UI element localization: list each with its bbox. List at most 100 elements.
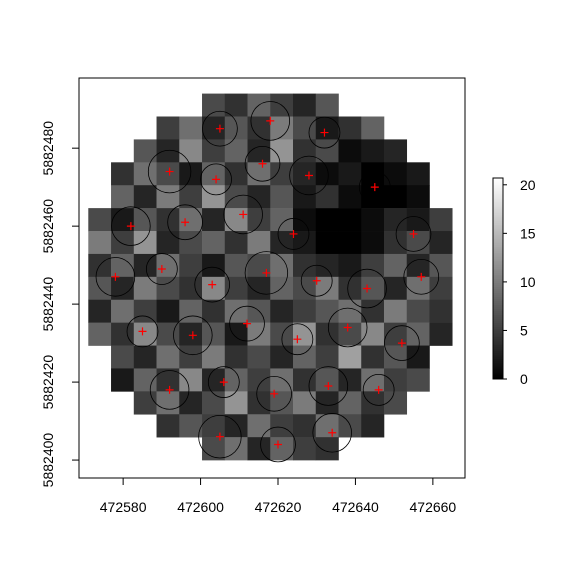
colorbar-tick-label: 0 xyxy=(520,371,528,387)
colorbar-step xyxy=(493,308,503,312)
colorbar-step xyxy=(493,352,503,356)
colorbar-step xyxy=(493,254,503,257)
tree-top xyxy=(274,440,283,449)
colorbar-step xyxy=(493,186,503,189)
raster-cell xyxy=(315,231,339,255)
raster-cell xyxy=(179,345,203,369)
colorbar-step xyxy=(493,194,503,197)
colorbar-step xyxy=(493,278,503,282)
colorbar-step xyxy=(493,358,503,362)
tree-top xyxy=(138,327,147,336)
colorbar-step xyxy=(493,342,503,346)
raster-cell xyxy=(315,276,339,301)
tree-crown xyxy=(202,110,238,147)
raster-cell xyxy=(202,116,226,140)
raster-cell xyxy=(383,345,408,369)
raster-cell xyxy=(133,253,157,278)
tree-crown xyxy=(281,323,314,356)
raster-cell xyxy=(247,208,271,232)
tree-top xyxy=(328,428,337,437)
raster-cell xyxy=(202,299,226,323)
colorbar-step xyxy=(493,344,503,348)
tree-crown xyxy=(126,315,159,348)
colorbar-step xyxy=(493,244,503,247)
raster-cell xyxy=(361,345,385,369)
raster-cell xyxy=(156,185,180,209)
colorbar-step xyxy=(493,356,503,360)
tree-crown xyxy=(260,426,296,463)
raster-cell xyxy=(293,391,317,415)
raster-cell xyxy=(361,322,385,346)
raster-cell xyxy=(361,276,385,301)
raster-cell xyxy=(383,208,408,232)
colorbar-step xyxy=(493,250,503,253)
colorbar-step xyxy=(493,188,503,191)
tree-top xyxy=(239,210,248,219)
colorbar-step xyxy=(493,364,503,368)
raster-cell xyxy=(406,345,430,369)
raster-cell xyxy=(361,116,385,140)
raster-cell xyxy=(202,253,226,278)
raster-cell xyxy=(338,185,362,209)
tree-top xyxy=(417,272,426,281)
raster-cell xyxy=(111,299,135,323)
colorbar-step xyxy=(493,298,503,302)
y-tick-label: 5882460 xyxy=(40,199,56,254)
tree-top xyxy=(304,171,313,180)
colorbar-step xyxy=(493,240,503,243)
raster-cell xyxy=(202,345,226,369)
colorbar-step xyxy=(493,334,503,338)
raster-cell xyxy=(224,414,248,438)
colorbar-step xyxy=(493,264,503,267)
raster-cell xyxy=(202,208,226,232)
raster-cell xyxy=(156,368,180,392)
colorbar-step xyxy=(493,236,503,239)
raster-cell xyxy=(224,322,248,346)
colorbar-step xyxy=(493,362,503,366)
raster-cell xyxy=(88,299,112,323)
raster-cell xyxy=(202,368,226,392)
raster-cell xyxy=(338,322,362,346)
raster-cell xyxy=(429,231,453,255)
raster-cell xyxy=(202,162,226,186)
colorbar-step xyxy=(493,214,503,217)
raster-cell xyxy=(202,185,226,209)
tree-top xyxy=(343,323,352,332)
raster-cell xyxy=(338,391,362,415)
y-tick-label: 5882400 xyxy=(40,433,56,488)
tree-crown xyxy=(149,370,190,410)
tree-top xyxy=(289,229,298,238)
colorbar-step xyxy=(493,210,503,213)
colorbar-step xyxy=(493,306,503,310)
raster-cell xyxy=(338,276,362,301)
colorbar-tick-label: 20 xyxy=(520,177,536,193)
tree-top xyxy=(157,265,166,274)
tree-crown xyxy=(395,216,432,252)
tree-crown xyxy=(198,414,242,459)
tree-top xyxy=(215,432,224,441)
raster-cell xyxy=(202,139,226,163)
tree-crown xyxy=(95,257,136,297)
tree-crown xyxy=(200,163,232,196)
raster-cell xyxy=(111,185,135,209)
raster-cell xyxy=(315,185,339,209)
raster-cell xyxy=(179,139,203,163)
tree-crown xyxy=(244,145,281,182)
colorbar-step xyxy=(493,340,503,344)
raster-cell xyxy=(224,162,248,186)
tree-crown xyxy=(147,149,192,194)
raster-cell xyxy=(315,253,339,278)
colorbar-step xyxy=(493,314,503,318)
colorbar-step xyxy=(493,326,503,330)
colorbar-step xyxy=(493,302,503,306)
raster-cell xyxy=(224,391,248,415)
raster-cell xyxy=(247,253,271,278)
tree-crown xyxy=(277,218,310,250)
colorbar-step xyxy=(493,216,503,219)
raster-cell xyxy=(156,414,180,438)
raster-cell xyxy=(406,208,430,232)
colorbar-step xyxy=(493,332,503,336)
colorbar-step xyxy=(493,258,503,261)
x-tick-label: 472640 xyxy=(332,499,379,515)
tree-top xyxy=(262,268,271,277)
